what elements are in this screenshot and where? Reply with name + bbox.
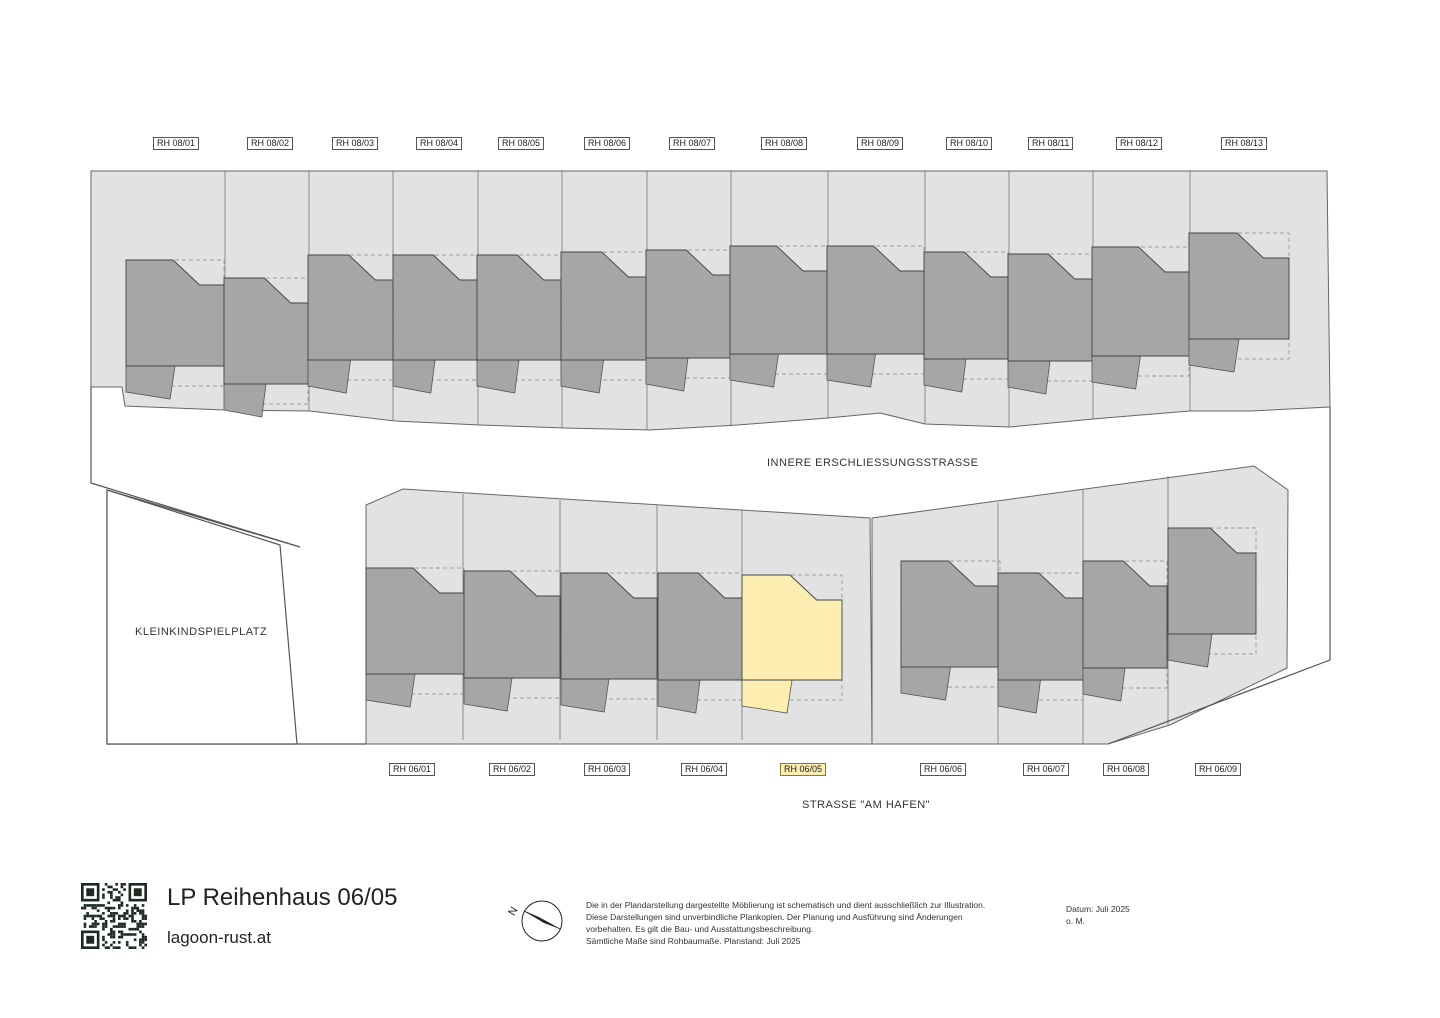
plan-title: LP Reihenhaus 06/05 <box>167 884 398 911</box>
unit-tag-0606[interactable]: RH 06/06 <box>920 763 967 776</box>
house <box>1188 232 1290 340</box>
house-block <box>1007 253 1093 395</box>
house <box>1167 527 1257 635</box>
house-block <box>1091 246 1190 390</box>
house <box>463 570 561 679</box>
house-block <box>741 574 843 714</box>
house-block <box>1188 232 1290 373</box>
house-block <box>365 567 465 708</box>
unit-tag-0803[interactable]: RH 08/03 <box>332 137 379 150</box>
unit-tag-0605[interactable]: RH 06/05 <box>780 763 827 776</box>
unit-tag-0812[interactable]: RH 08/12 <box>1116 137 1163 150</box>
terrace <box>223 383 267 418</box>
qr-code-icon[interactable] <box>81 883 147 949</box>
unit-tag-0607[interactable]: RH 06/07 <box>1023 763 1070 776</box>
street-outline-east <box>1107 407 1331 745</box>
house-block <box>657 572 743 714</box>
unit-tag-0804[interactable]: RH 08/04 <box>416 137 463 150</box>
unit-tag-0807[interactable]: RH 08/07 <box>669 137 716 150</box>
house-block <box>463 570 561 712</box>
compass-letter: N <box>506 905 520 918</box>
house-block <box>923 251 1009 393</box>
website-link[interactable]: lagoon-rust.at <box>167 928 271 947</box>
outer-street-label: STRASSE "AM HAFEN" <box>802 799 931 811</box>
unit-tag-0602[interactable]: RH 06/02 <box>489 763 536 776</box>
unit-tag-0802[interactable]: RH 08/02 <box>247 137 294 150</box>
house <box>560 572 658 680</box>
plan-date: Datum: Juli 2025 o. M. <box>1066 903 1130 927</box>
playground-label: KLEINKINDSPIELPLATZ <box>135 626 268 638</box>
date-text: Datum: Juli 2025 <box>1066 904 1130 914</box>
unit-tag-0609[interactable]: RH 06/09 <box>1195 763 1242 776</box>
disclaimer-line: vorbehalten. Es gilt die Bau- und Aussta… <box>586 924 814 934</box>
disclaimer-line: Sämtliche Maße sind Rohbaumaße. Planstan… <box>586 936 801 946</box>
unit-tag-0801[interactable]: RH 08/01 <box>153 137 200 150</box>
unit-tag-0811[interactable]: RH 08/11 <box>1028 137 1074 150</box>
house-block <box>125 259 225 400</box>
highlighted-unit <box>741 574 843 681</box>
north-arrow-icon: N <box>506 900 563 942</box>
unit-tag-0808[interactable]: RH 08/08 <box>761 137 808 150</box>
house-block <box>645 249 731 392</box>
scale-text: o. M. <box>1066 916 1085 926</box>
unit-tag-0806[interactable]: RH 08/06 <box>584 137 631 150</box>
house-block <box>560 251 647 394</box>
unit-tag-0604[interactable]: RH 06/04 <box>681 763 728 776</box>
unit-tag-0809[interactable]: RH 08/09 <box>857 137 904 150</box>
house-block <box>560 572 658 713</box>
disclaimer: Die in der Plandarstellung dargestellte … <box>586 899 1016 947</box>
house-block <box>307 254 394 394</box>
disclaimer-line: Diese Darstellungen sind unverbindliche … <box>586 912 963 922</box>
playground-area <box>106 489 298 745</box>
house-block <box>997 572 1084 714</box>
house-block <box>1167 527 1257 668</box>
unit-tag-0603[interactable]: RH 06/03 <box>584 763 631 776</box>
unit-tag-0810[interactable]: RH 08/10 <box>946 137 993 150</box>
house-block <box>476 254 562 394</box>
unit-tag-0601[interactable]: RH 06/01 <box>389 763 436 776</box>
house-block <box>1082 560 1168 702</box>
house-block <box>223 277 309 418</box>
house <box>1082 560 1168 669</box>
unit-tag-0608[interactable]: RH 06/08 <box>1103 763 1150 776</box>
inner-street-label: INNERE ERSCHLIESSUNGSSTRASSE <box>767 457 979 469</box>
unit-tag-0805[interactable]: RH 08/05 <box>498 137 545 150</box>
house-block <box>392 254 478 394</box>
unit-tag-0813[interactable]: RH 08/13 <box>1221 137 1268 150</box>
disclaimer-line: Die in der Plandarstellung dargestellte … <box>586 900 986 910</box>
